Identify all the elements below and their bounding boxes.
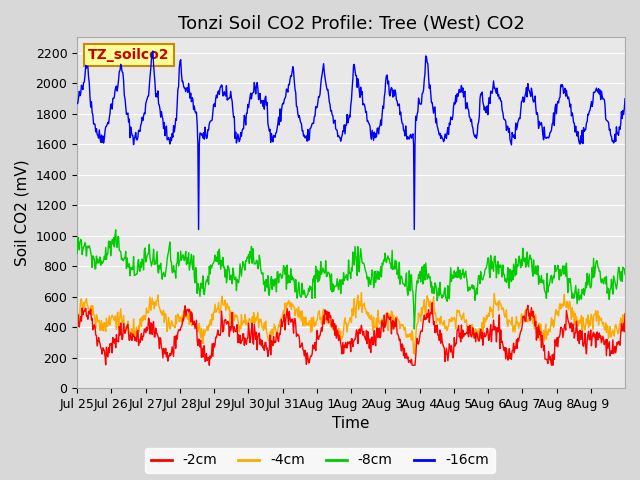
X-axis label: Time: Time <box>332 417 370 432</box>
Title: Tonzi Soil CO2 Profile: Tree (West) CO2: Tonzi Soil CO2 Profile: Tree (West) CO2 <box>178 15 525 33</box>
Text: TZ_soilco2: TZ_soilco2 <box>88 48 170 62</box>
Y-axis label: Soil CO2 (mV): Soil CO2 (mV) <box>15 159 30 266</box>
Legend: -2cm, -4cm, -8cm, -16cm: -2cm, -4cm, -8cm, -16cm <box>145 448 495 473</box>
